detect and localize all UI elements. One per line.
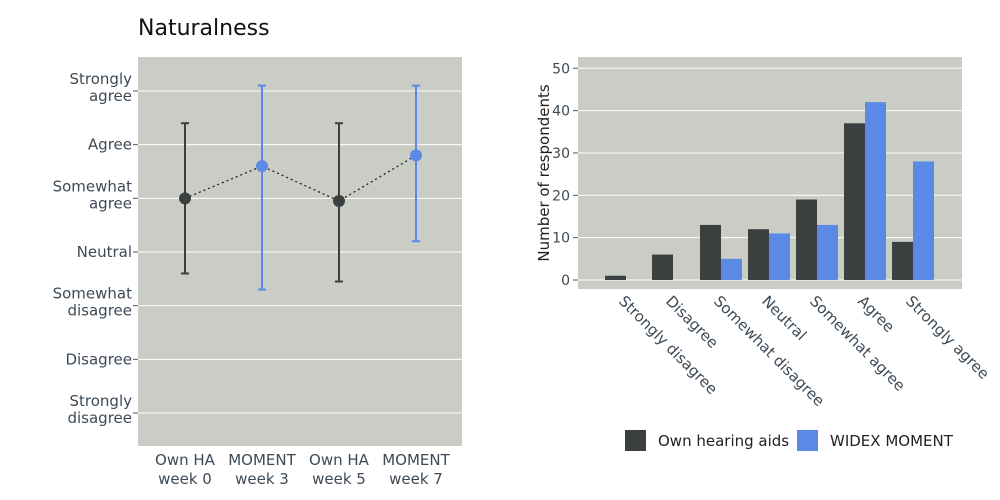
left-y-tick-label-line: Disagree: [65, 350, 132, 368]
left-y-tick-label: Somewhat agree: [53, 177, 133, 212]
right-y-tick-label: 0: [561, 273, 570, 289]
mean-point: [333, 195, 345, 208]
left-x-tick-label-line: Own HA: [309, 451, 370, 469]
left-y-tick-label-line: disagree: [67, 409, 132, 427]
left-x-tick-label-line: MOMENT: [228, 451, 296, 469]
left-x-tick-label-line: MOMENT: [382, 451, 450, 469]
left-y-tick-label: Strongly agree: [70, 70, 133, 105]
legend-swatch: [797, 430, 818, 451]
left-y-tick-label-line: Somewhat: [53, 177, 133, 195]
bar-moment: [721, 258, 742, 280]
left-y-tick-label: Strongly disagree: [67, 392, 132, 427]
left-y-tick-label: Agree: [88, 136, 132, 154]
legend-swatch: [625, 430, 646, 451]
bar-own: [892, 241, 913, 280]
left-y-tick-label-line: Strongly: [70, 392, 133, 410]
mean-point: [410, 149, 422, 162]
left-x-tick-label: MOMENT week 7: [382, 451, 450, 488]
left-x-tick-label-line: week 3: [235, 470, 289, 488]
right-y-tick-label: 20: [552, 188, 570, 204]
legend-label: Own hearing aids: [658, 432, 789, 450]
left-y-tick-label-line: Neutral: [77, 243, 132, 261]
bar-own: [605, 275, 626, 280]
bar-own: [796, 199, 817, 280]
left-x-tick-label: MOMENT week 3: [228, 451, 296, 488]
bar-moment: [817, 224, 838, 280]
right-y-tick-label: 30: [552, 146, 570, 162]
right-chart: 0 10 20 30 40 50 Number of respondents Strongly…: [535, 57, 993, 410]
bar-moment: [865, 102, 886, 280]
right-y-tick-label: 40: [552, 104, 570, 120]
bar-moment: [769, 233, 790, 280]
left-y-tick-label: Neutral: [77, 243, 132, 261]
bar-own: [652, 254, 673, 280]
left-y-tick-label-line: Somewhat: [53, 285, 133, 303]
left-y-tick-label: Disagree: [65, 350, 132, 368]
mean-connector-line: [184, 154, 417, 202]
bar-own: [844, 123, 865, 281]
legend-label: WIDEX MOMENT: [830, 432, 954, 450]
mean-point: [256, 160, 268, 173]
left-x-tick-label: Own HA week 0: [155, 451, 216, 488]
left-y-tick-label-line: agree: [89, 194, 132, 212]
legend: Own hearing aids WIDEX MOMENT: [625, 430, 954, 451]
bar-moment: [913, 161, 934, 280]
right-x-tick-label: Strongly agree: [902, 292, 993, 383]
chart-title: Naturalness: [138, 16, 270, 41]
left-y-tick-label-line: agree: [89, 87, 132, 105]
left-y-tick-label-line: Strongly: [70, 70, 133, 88]
left-x-tick-label-line: week 0: [158, 470, 212, 488]
bar-own: [700, 224, 721, 280]
left-x-tick-label-line: week 7: [389, 470, 443, 488]
right-y-tick-label: 50: [552, 61, 570, 77]
bar-own: [748, 229, 769, 280]
left-y-tick-label-line: disagree: [67, 302, 132, 320]
left-x-tick-label-line: week 5: [312, 470, 366, 488]
left-y-tick-label: Somewhat disagree: [53, 285, 133, 320]
left-x-tick-label-line: Own HA: [155, 451, 216, 469]
mean-point: [179, 192, 191, 205]
right-y-tick-label: 10: [552, 231, 570, 247]
right-x-tick-label: Agree: [854, 292, 898, 336]
left-x-tick-label: Own HA week 5: [309, 451, 370, 488]
left-y-tick-label-line: Agree: [88, 136, 132, 154]
right-y-axis-title: Number of respondents: [535, 84, 553, 261]
